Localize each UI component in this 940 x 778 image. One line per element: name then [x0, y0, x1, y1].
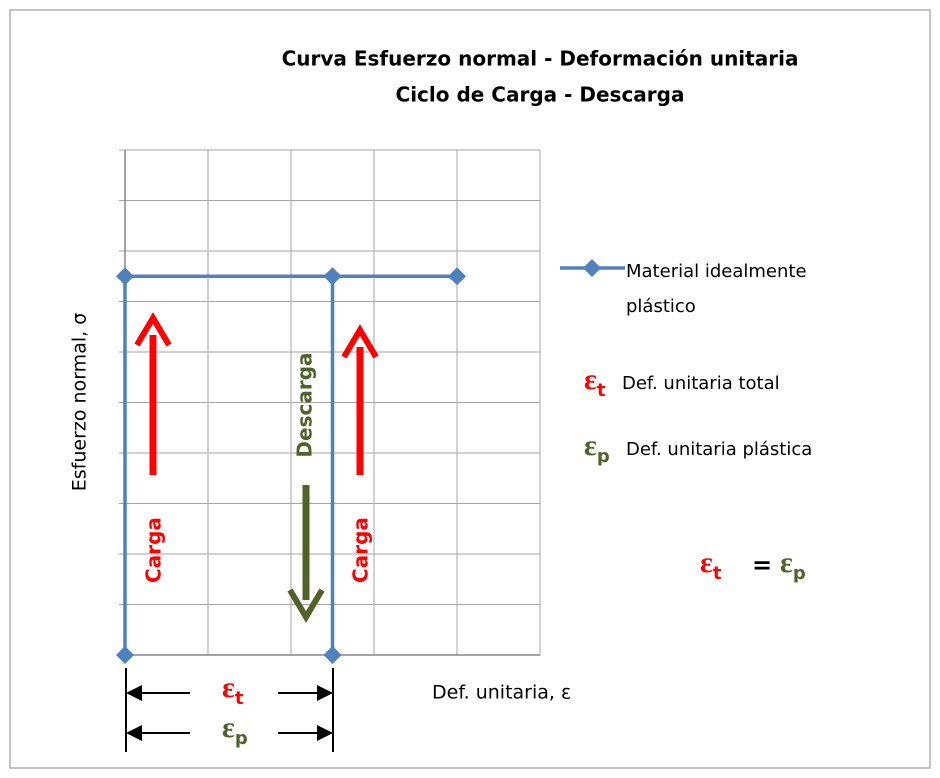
series-line	[123, 274, 457, 655]
equation-sign: =	[752, 551, 772, 579]
strain-total: εt	[584, 363, 606, 401]
legend-marker	[583, 259, 601, 277]
legend: Material idealmente plástico	[626, 261, 807, 317]
chart-title: Curva Esfuerzo normal - Deformación unit…	[282, 47, 799, 71]
frame	[9, 9, 931, 769]
strain-plastic: εp	[584, 429, 610, 467]
legend-label: Material idealmente plástico	[626, 261, 807, 317]
annotation: Carga	[349, 517, 373, 583]
marker	[323, 267, 342, 286]
annotation: Carga	[142, 517, 166, 583]
y-axis-label: Esfuerzo normal, σ	[69, 313, 91, 491]
equation-right: εp	[780, 546, 806, 584]
annotation: Descarga	[293, 352, 317, 457]
strain-total-desc: Def. unitaria total	[622, 373, 780, 394]
marker	[323, 646, 342, 664]
arrows	[134, 312, 379, 623]
marker	[448, 267, 466, 286]
strain-plastic-desc: Def. unitaria plástica	[626, 439, 812, 460]
marker	[116, 646, 134, 664]
x-axis-label: Def. unitaria, ε	[432, 682, 571, 704]
chart-subtitle: Ciclo de Carga - Descarga	[396, 83, 685, 107]
marker	[116, 267, 134, 286]
strain-total: εt	[222, 671, 244, 709]
strain-plastic: εp	[222, 711, 248, 749]
dimension	[125, 668, 334, 752]
equation-left: εt	[700, 546, 722, 584]
